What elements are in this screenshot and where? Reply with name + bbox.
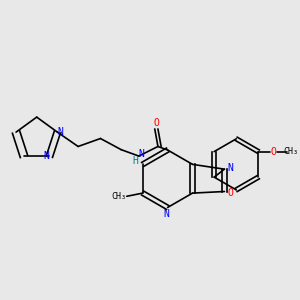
Text: O: O bbox=[153, 118, 159, 128]
Text: N: N bbox=[163, 209, 169, 219]
Text: CH₃: CH₃ bbox=[111, 192, 126, 201]
Text: N: N bbox=[43, 152, 49, 161]
Text: H: H bbox=[132, 156, 138, 166]
Text: N: N bbox=[138, 148, 144, 158]
Text: N: N bbox=[58, 127, 64, 137]
Text: O: O bbox=[227, 188, 233, 198]
Text: CH₃: CH₃ bbox=[284, 147, 299, 156]
Text: O: O bbox=[271, 147, 276, 157]
Text: N: N bbox=[227, 163, 233, 172]
